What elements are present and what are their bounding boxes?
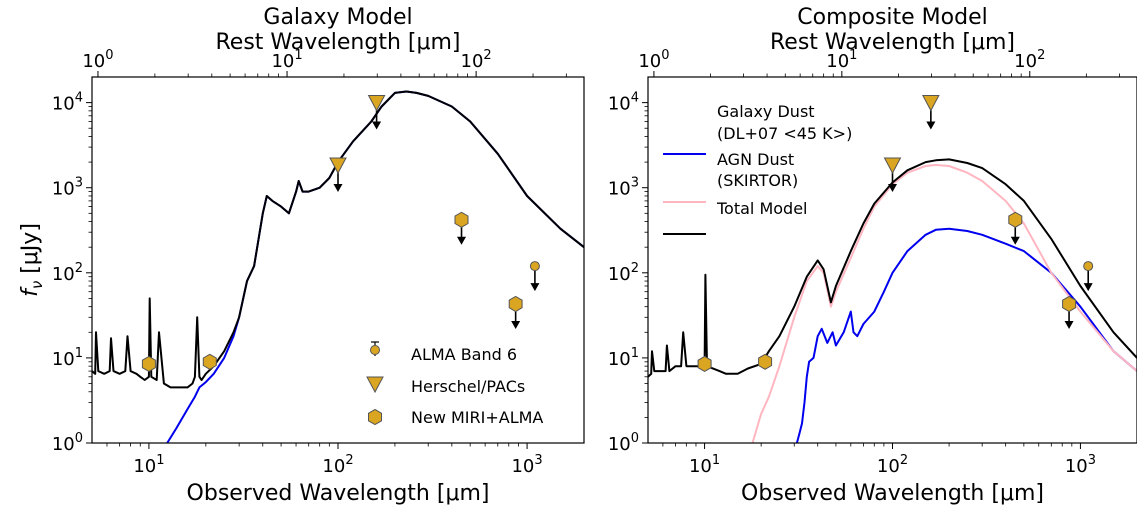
legend-label: Galaxy Dust xyxy=(717,102,815,121)
y-tick-label: 103 xyxy=(52,176,83,200)
data-point-hexagon xyxy=(697,355,712,372)
upper-limit-arrowhead xyxy=(333,184,343,193)
chart-title: Composite Model xyxy=(797,5,987,30)
chart-title: Galaxy Model xyxy=(263,5,412,30)
series-line-1 xyxy=(92,90,584,389)
data-point-hexagon xyxy=(141,355,156,372)
top-tick-label: 100 xyxy=(82,48,113,72)
circle-marker xyxy=(370,345,380,355)
upper-limit-arrowhead xyxy=(457,236,467,245)
legend-label: (DL+07 <45 K>) xyxy=(717,124,852,143)
top-tick-label: 100 xyxy=(638,48,669,72)
hexagon-marker xyxy=(141,355,156,372)
y-tick-label: 103 xyxy=(608,176,639,200)
legend-label: AGN Dust xyxy=(717,150,794,169)
y-tick-label: 101 xyxy=(608,346,639,370)
x-tick-label: 102 xyxy=(877,453,908,477)
legend-label: (SKIRTOR) xyxy=(717,171,798,190)
data-point-pin xyxy=(1083,261,1094,292)
hexagon-marker xyxy=(1008,211,1023,228)
hexagon-marker xyxy=(202,353,217,370)
upper-limit-arrowhead xyxy=(1010,236,1020,245)
y-tick-label: 100 xyxy=(608,431,639,455)
y-tick-label: 104 xyxy=(608,91,639,115)
legend-entry: New MIRI+ALMA xyxy=(368,408,543,427)
top-tick-label: 101 xyxy=(271,48,302,72)
triangle-marker xyxy=(366,376,384,394)
data-point-triangle xyxy=(883,157,902,193)
x-tick-label: 101 xyxy=(133,453,164,477)
triangle-marker xyxy=(329,157,347,175)
upper-limit-arrowhead xyxy=(1083,283,1093,292)
data-point-hexagon xyxy=(508,295,523,329)
hexagon-marker xyxy=(368,408,382,426)
x-tick-label: 101 xyxy=(689,453,720,477)
galaxy-model-panel: 101 102 103 100 101 102 103 104 100 101 102 Galaxy … xyxy=(18,5,585,506)
series-line-2 xyxy=(648,158,1137,378)
hexagon-marker xyxy=(697,355,712,372)
y-tick-label: 101 xyxy=(52,346,83,370)
series-line-0 xyxy=(795,227,1137,443)
hexagon-marker xyxy=(454,211,469,228)
circle-marker xyxy=(1083,261,1094,272)
upper-limit-arrowhead xyxy=(1064,320,1074,329)
y-tick-label: 100 xyxy=(52,431,83,455)
legend-label: Total Model xyxy=(716,199,808,218)
legend-label: Herschel/PACs xyxy=(411,377,525,396)
y-tick-label: 104 xyxy=(52,91,83,115)
triangle-marker xyxy=(367,95,386,112)
top-tick-label: 102 xyxy=(1014,48,1045,72)
legend-label: New MIRI+ALMA xyxy=(411,408,543,427)
top-tick-label: 101 xyxy=(826,48,857,72)
upper-limit-arrowhead xyxy=(530,283,540,292)
top-axis-label: Rest Wavelength [μm] xyxy=(215,30,460,55)
upper-limit-arrowhead xyxy=(372,121,382,130)
composite-model-panel: 101 102 103 100 101 102 103 104 100 101 102 Composi… xyxy=(608,5,1137,506)
hexagon-marker xyxy=(758,353,773,370)
hexagon-marker xyxy=(508,295,523,313)
x-axis-label: Observed Wavelength [μm] xyxy=(187,481,490,506)
legend: ALMA Band 6 Herschel/PACs New MIRI+ALMA xyxy=(366,341,543,427)
legend: Galaxy Dust (DL+07 <45 K>) AGN Dust (SKIRTO… xyxy=(663,102,852,235)
legend-label: ALMA Band 6 xyxy=(411,345,517,364)
data-point-triangle xyxy=(329,157,347,193)
x-axis-label: Observed Wavelength [μm] xyxy=(741,481,1044,506)
data-point-hexagon xyxy=(758,353,773,370)
upper-limit-arrowhead xyxy=(926,121,936,130)
hexagon-marker xyxy=(1062,295,1077,313)
legend-entry: Herschel/PACs xyxy=(366,376,525,396)
data-point-triangle xyxy=(367,95,386,130)
triangle-marker xyxy=(922,95,940,112)
y-axis-label: fν [μJy] xyxy=(18,223,46,297)
data-point-hexagon xyxy=(202,353,217,370)
data-point-hexagon xyxy=(1062,295,1077,329)
upper-limit-arrowhead xyxy=(888,184,897,193)
legend-entry: ALMA Band 6 xyxy=(370,341,517,364)
upper-limit-arrowhead xyxy=(511,320,521,329)
data-point-triangle xyxy=(922,95,940,130)
plot-area xyxy=(92,90,584,443)
top-axis-label: Rest Wavelength [μm] xyxy=(770,30,1015,55)
triangle-marker xyxy=(883,157,902,175)
data-point-hexagon xyxy=(454,211,469,245)
circle-marker xyxy=(529,261,540,272)
x-tick-label: 103 xyxy=(1065,453,1096,477)
data-point-hexagon xyxy=(1008,211,1023,245)
x-tick-label: 103 xyxy=(511,453,542,477)
y-tick-label: 102 xyxy=(608,261,639,285)
y-tick-label: 102 xyxy=(52,261,83,285)
x-tick-label: 102 xyxy=(322,453,353,477)
top-tick-label: 102 xyxy=(461,48,492,72)
data-point-pin xyxy=(529,261,540,292)
